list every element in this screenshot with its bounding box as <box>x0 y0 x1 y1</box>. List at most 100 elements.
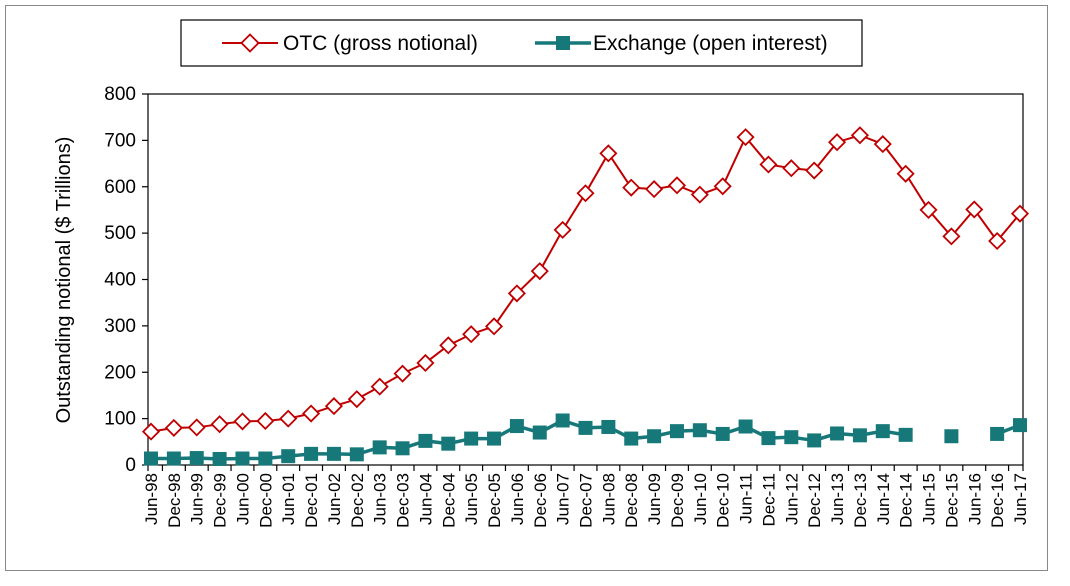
x-tick-label: Jun-99 <box>188 473 207 525</box>
x-tick-label: Jun-01 <box>279 473 298 525</box>
x-tick-label: Jun-06 <box>508 473 527 525</box>
data-point <box>393 364 412 383</box>
data-point <box>256 411 275 430</box>
x-tick-label: Dec-13 <box>851 473 870 528</box>
data-point <box>828 133 847 152</box>
y-tick-label: 700 <box>104 130 136 151</box>
y-tick-label: 600 <box>104 177 136 198</box>
y-tick-label: 800 <box>104 84 136 105</box>
data-point <box>141 422 161 441</box>
data-point <box>873 135 892 154</box>
x-tick-label: Jun-02 <box>325 473 344 525</box>
data-point <box>622 178 641 197</box>
legend-exchange-label: Exchange (open interest) <box>593 32 828 55</box>
x-tick-label: Dec-08 <box>622 473 641 528</box>
data-point <box>669 424 684 439</box>
x-tick-label: Jun-09 <box>645 473 664 525</box>
legend: OTC (gross notional) Exchange (open inte… <box>180 19 863 67</box>
data-point <box>235 451 250 466</box>
data-point <box>326 446 341 461</box>
data-point <box>233 412 252 431</box>
data-point <box>144 451 158 466</box>
data-point <box>347 390 366 409</box>
x-tick-label: Dec-07 <box>577 473 596 528</box>
data-point <box>258 451 273 466</box>
data-point <box>187 418 206 437</box>
data-point <box>759 155 778 174</box>
data-point <box>279 409 298 428</box>
data-point <box>713 177 732 196</box>
x-tick-label: Jun-05 <box>462 473 481 525</box>
x-tick-label: Dec-03 <box>394 473 413 528</box>
y-tick-label: 0 <box>125 455 136 476</box>
data-point <box>1013 418 1027 433</box>
legend-exchange-marker <box>556 36 570 50</box>
x-tick-label: Dec-05 <box>485 473 504 528</box>
legend-item-exchange: Exchange (open interest) <box>535 32 828 55</box>
data-point <box>484 317 504 336</box>
data-point <box>645 180 664 199</box>
data-point <box>507 284 526 303</box>
data-point <box>441 436 456 451</box>
data-point <box>212 451 227 466</box>
data-point <box>418 433 433 448</box>
x-tick-label: Jun-17 <box>1011 473 1030 525</box>
data-point <box>439 336 458 355</box>
x-tick-label: Dec-02 <box>348 473 367 528</box>
series-exchange <box>144 413 1027 466</box>
data-point <box>189 451 204 466</box>
data-point <box>850 126 869 145</box>
data-point <box>372 440 387 455</box>
data-point <box>990 426 1005 441</box>
data-point <box>166 451 181 466</box>
data-point <box>1010 204 1030 223</box>
x-tick-label: Dec-11 <box>759 473 778 527</box>
data-point <box>942 227 961 246</box>
x-tick-label: Dec-01 <box>302 473 321 528</box>
x-tick-label: Dec-10 <box>714 473 733 528</box>
data-point <box>944 429 959 444</box>
data-point <box>532 425 547 440</box>
data-point <box>370 377 389 396</box>
data-point <box>599 144 618 163</box>
data-point <box>761 431 776 446</box>
data-point <box>553 220 572 239</box>
data-point <box>738 419 753 434</box>
data-point <box>324 397 343 416</box>
chart-frame <box>5 5 1048 571</box>
series-line <box>150 134 1021 433</box>
x-tick-label: Jun-07 <box>554 473 573 525</box>
x-tick-label: Dec-14 <box>897 473 916 528</box>
data-point <box>210 415 229 434</box>
x-tick-label: Dec-00 <box>256 473 275 528</box>
plot-area <box>147 93 1024 466</box>
y-axis: 0 100 200 300 400 500 600 700 800 <box>104 84 148 476</box>
data-point <box>555 413 570 428</box>
data-point <box>304 446 319 461</box>
y-tick-label: 100 <box>104 409 136 430</box>
data-point <box>807 433 822 448</box>
legend-item-otc: OTC (gross notional) <box>222 32 478 55</box>
data-point <box>601 419 616 434</box>
x-tick-label: Jun-98 <box>142 473 161 525</box>
data-point <box>349 447 364 462</box>
data-point <box>805 161 824 180</box>
legend-otc-label: OTC (gross notional) <box>283 32 478 55</box>
data-point <box>852 428 867 443</box>
data-point <box>690 185 709 204</box>
data-point <box>988 231 1007 251</box>
data-point <box>576 184 595 203</box>
x-tick-label: Dec-06 <box>531 473 550 528</box>
data-point <box>578 420 593 435</box>
data-point <box>647 429 662 444</box>
data-point <box>395 441 410 456</box>
x-tick-label: Jun-15 <box>920 473 939 525</box>
x-tick-label: Dec-09 <box>668 473 687 528</box>
data-point <box>530 262 549 281</box>
x-tick-label: Dec-16 <box>988 473 1007 528</box>
data-point <box>736 128 755 147</box>
x-tick-label: Jun-11 <box>737 473 756 524</box>
x-tick-label: Dec-98 <box>165 473 184 528</box>
x-tick-label: Jun-10 <box>691 473 710 525</box>
